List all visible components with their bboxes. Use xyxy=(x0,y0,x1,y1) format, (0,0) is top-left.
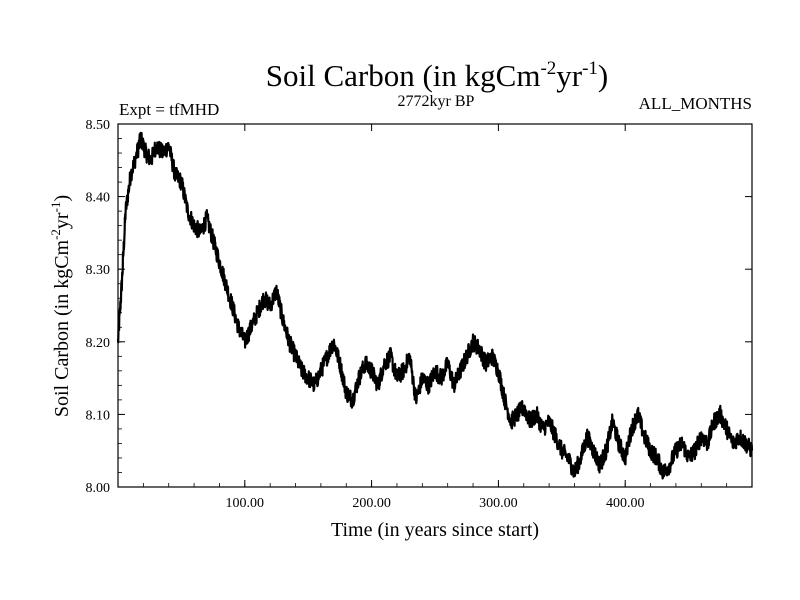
experiment-label: Expt = tfMHD xyxy=(119,100,219,119)
y-axis-ticks: 8.00 8.10 8.20 8.30 8.40 8.50 xyxy=(86,118,752,496)
period-label: 2772kyr BP xyxy=(398,93,475,110)
plot-frame xyxy=(117,123,753,488)
chart-title-sup2: -1 xyxy=(582,58,598,79)
y-tick-label: 8.40 xyxy=(86,191,111,206)
x-tick-label: 400.00 xyxy=(606,496,645,511)
y-axis-label-suffix: ) xyxy=(51,195,73,202)
y-axis-label-sup1: -2 xyxy=(48,229,63,240)
chart-title: Soil Carbon (in kgCm-2yr-1) xyxy=(266,58,609,93)
months-label: ALL_MONTHS xyxy=(639,94,752,113)
chart-title-prefix: Soil Carbon (in kgCm xyxy=(266,58,541,93)
x-tick-label: 200.00 xyxy=(352,496,391,511)
y-axis-label-sup2: -1 xyxy=(48,202,63,213)
x-tick-label: 100.00 xyxy=(226,496,265,511)
y-tick-label: 8.10 xyxy=(86,408,111,423)
y-tick-label: 8.20 xyxy=(86,336,111,351)
y-tick-label: 8.00 xyxy=(86,481,111,496)
y-axis-label: Soil Carbon (in kgCm-2yr-1) xyxy=(48,195,73,417)
chart-title-suffix: ) xyxy=(598,58,608,93)
y-tick-label: 8.30 xyxy=(86,263,111,278)
y-axis-label-mid: yr xyxy=(51,212,73,229)
chart-title-sup1: -2 xyxy=(540,58,556,79)
series-line-soil-carbon xyxy=(116,131,754,480)
y-tick-label: 8.50 xyxy=(86,118,111,133)
x-axis-label: Time (in years since start) xyxy=(331,519,539,541)
x-tick-label: 300.00 xyxy=(479,496,518,511)
y-axis-label-prefix: Soil Carbon (in kgCm xyxy=(51,239,73,417)
x-axis-ticks: 100.00 200.00 300.00 400.00 xyxy=(117,124,753,511)
chart-title-mid: yr xyxy=(556,58,583,93)
